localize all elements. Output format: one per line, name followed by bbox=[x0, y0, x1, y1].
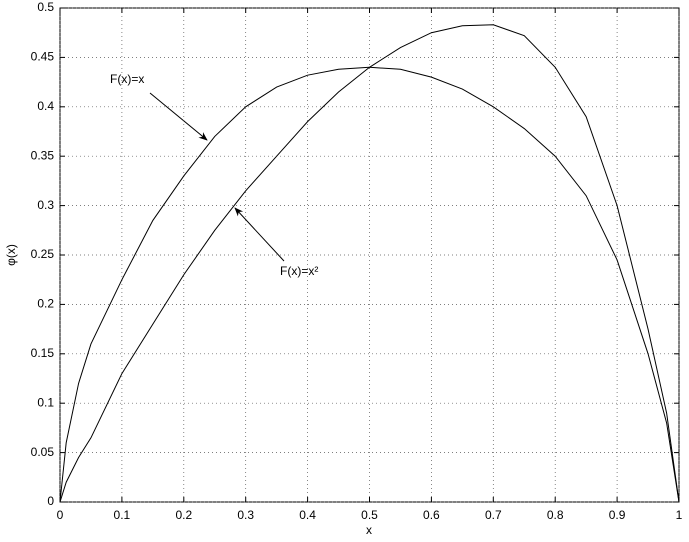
y-tick-label: 0.15 bbox=[31, 346, 55, 360]
y-tick-label: 0.2 bbox=[37, 297, 54, 311]
y-tick-label: 0.25 bbox=[31, 247, 55, 261]
line-series bbox=[59, 24, 680, 503]
x-tick-label: 0.7 bbox=[485, 508, 502, 522]
x-tick-label: 0.9 bbox=[609, 508, 626, 522]
annotation-arrow bbox=[149, 92, 208, 141]
x-tick-label: 0.1 bbox=[114, 508, 131, 522]
y-tick-label: 0.4 bbox=[37, 99, 54, 113]
y-tick-label: 0.35 bbox=[31, 148, 55, 162]
x-axis-label: x bbox=[366, 523, 372, 537]
annotation-arrow bbox=[234, 207, 285, 262]
x-tick-label: 0.4 bbox=[299, 508, 316, 522]
line-series bbox=[59, 66, 680, 503]
annotation: F(x)=x bbox=[110, 72, 144, 86]
y-tick-label: 0.45 bbox=[31, 50, 55, 64]
x-tick-label: 0 bbox=[57, 508, 64, 522]
x-tick-label: 0.6 bbox=[423, 508, 440, 522]
x-tick-label: 1 bbox=[676, 508, 683, 522]
x-tick-label: 0.8 bbox=[547, 508, 564, 522]
y-tick-label: 0.05 bbox=[31, 445, 55, 459]
plot-area bbox=[59, 7, 680, 503]
y-axis-label: φ(x) bbox=[4, 244, 18, 266]
annotation: F(x)=x² bbox=[280, 264, 318, 278]
y-tick-label: 0.3 bbox=[37, 198, 54, 212]
x-tick-label: 0.2 bbox=[175, 508, 192, 522]
y-tick-label: 0.1 bbox=[37, 395, 54, 409]
y-tick-label: 0 bbox=[47, 494, 54, 508]
x-tick-label: 0.5 bbox=[361, 508, 378, 522]
y-tick-label: 0.5 bbox=[37, 0, 54, 14]
x-tick-label: 0.3 bbox=[237, 508, 254, 522]
